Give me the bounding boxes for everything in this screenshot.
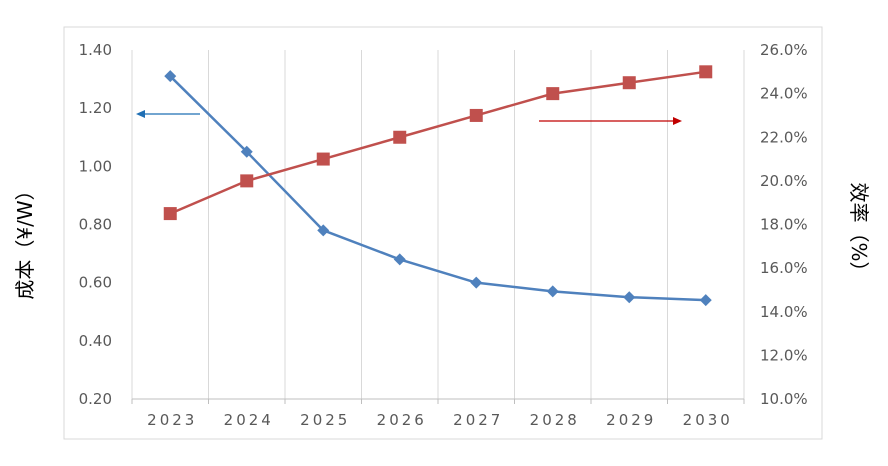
annotations [136,110,682,125]
y-tick-label-left: 0.60 [79,274,112,292]
x-tick-label: 2026 [377,411,427,429]
y-tick-label-right: 16.0% [760,259,808,277]
series-1-point [240,145,253,158]
series-1-point [317,224,330,237]
x-tick-label: 2030 [683,411,733,429]
series-2-point [316,152,330,166]
y-axis-left-title: 成本（¥/W） [13,180,37,299]
series-1-line [169,75,706,302]
y-tick-label-left: 1.00 [79,157,112,175]
y-tick-label-left: 0.20 [79,390,112,408]
axes [131,398,745,404]
series-2-line [169,70,706,215]
y-tick-label-left: 0.80 [79,216,112,234]
y-tick-label-left: 1.20 [79,99,112,117]
series-2-point [699,65,713,79]
y-tick-label-left: 0.40 [79,332,112,350]
series-2-point [469,108,483,122]
y-axis-right-title: 效率（%） [847,182,871,281]
y-tick-label-right: 14.0% [760,303,808,321]
series-markers [163,65,713,307]
series-2-point [622,76,636,90]
y-tick-label-right: 18.0% [760,216,808,234]
x-tick-label: 2027 [453,411,503,429]
y-tick-label-right: 24.0% [760,85,808,103]
series-1-point [393,253,406,266]
y-tick-label-right: 22.0% [760,128,808,146]
series-1-point [623,291,636,304]
y-axis-left-ticks: 1.40 1.20 1.00 0.80 0.60 0.40 0.20 [79,41,112,408]
y-tick-label-right: 12.0% [760,346,808,364]
series-2-point [546,87,560,101]
chart-border [63,26,823,440]
series-1-point [546,285,559,298]
x-axis-ticks: 2023 2024 2025 2026 2027 2028 2029 2030 [147,411,733,429]
x-tick-label: 2023 [147,411,197,429]
x-tick-label: 2025 [300,411,350,429]
series-1-point [164,70,177,83]
y-tick-label-right: 20.0% [760,172,808,190]
arrow-left-head [136,110,145,118]
y-axis-right-ticks: 26.0% 24.0% 22.0% 20.0% 18.0% 16.0% 14.0% 12.0%… [760,41,808,408]
series-lines [169,70,706,302]
arrow-right-head [673,117,682,125]
series-2-point [393,130,407,144]
gridlines [131,50,745,399]
y-tick-label-left: 1.40 [79,41,112,59]
series-2-point [240,174,254,188]
x-tick-label: 2028 [530,411,580,429]
y-tick-label-right: 10.0% [760,390,808,408]
x-tick-label: 2029 [606,411,656,429]
series-2-point [163,207,177,221]
y-tick-label-right: 26.0% [760,41,808,59]
x-tick-label: 2024 [224,411,274,429]
series-1-point [470,276,483,289]
series-1-point [699,294,712,307]
